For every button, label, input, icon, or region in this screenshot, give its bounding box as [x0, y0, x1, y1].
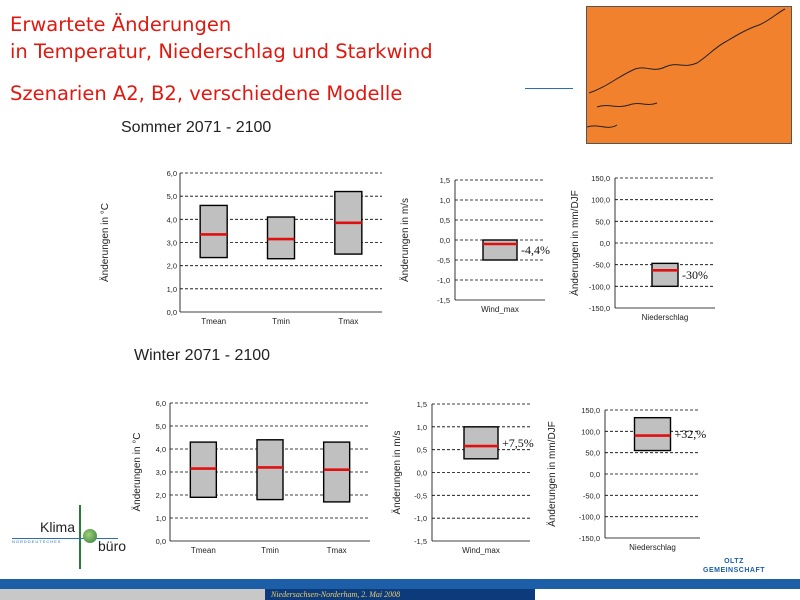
y-tick-label: -50,0: [593, 261, 610, 270]
y-tick-label: -50,0: [583, 491, 600, 500]
title-divider: [525, 88, 573, 89]
title-line-2: in Temperatur, Niederschlag und Starkwin…: [10, 40, 433, 63]
x-category-label: Tmax: [327, 546, 347, 555]
y-tick-label: 0,5: [440, 216, 450, 225]
y-tick-label: -1,0: [414, 514, 427, 523]
logo-word-klima: Klima: [40, 519, 76, 535]
box-tmean: [199, 204, 228, 259]
y-axis-label: Änderungen in °C: [131, 432, 143, 511]
box-tmin: [256, 439, 284, 501]
y-tick-label: 150,0: [581, 406, 600, 415]
x-category-label: Tmax: [338, 317, 358, 326]
y-tick-label: -1,0: [437, 276, 450, 285]
y-tick-label: 100,0: [591, 196, 610, 205]
y-tick-label: 50,0: [595, 217, 610, 226]
footer-bar: [0, 579, 800, 589]
footer-text: Niedersachsen-Norderham, 2. Mai 2008: [265, 589, 535, 600]
y-tick-label: 1,5: [440, 176, 450, 185]
y-tick-label: 0,0: [156, 537, 166, 546]
y-tick-label: 2,0: [156, 491, 166, 500]
y-tick-label: 100,0: [581, 427, 600, 436]
change-annotation: +7,5%: [502, 436, 534, 450]
y-tick-label: 50,0: [585, 449, 600, 458]
partner-logo: OLTZ GEMEINSCHAFT: [703, 557, 765, 575]
map-coastline: [586, 8, 786, 128]
change-annotation: -30%: [682, 268, 708, 282]
y-tick-label: -1,5: [414, 537, 427, 546]
title-line-3: Szenarien A2, B2, verschiedene Modelle: [10, 82, 403, 105]
y-tick-label: 0,0: [167, 308, 177, 317]
klimabuero-logo: Klima NORDDEUTSCHES büro: [10, 505, 126, 570]
y-axis-label: Änderungen in mm/DJF: [569, 190, 581, 296]
partner-line-2: GEMEINSCHAFT: [703, 567, 765, 574]
partner-line-1: OLTZ: [724, 558, 744, 565]
y-tick-label: 0,0: [440, 236, 450, 245]
logo-horizontal-line: [12, 538, 118, 539]
x-category-label: Wind_max: [481, 305, 519, 314]
y-tick-label: -150,0: [579, 534, 600, 543]
y-tick-label: 6,0: [156, 399, 166, 408]
logo-vertical-line: [79, 505, 81, 569]
region-map: [586, 6, 792, 144]
x-category-label: Niederschlag: [642, 313, 689, 322]
x-category-label: Wind_max: [462, 546, 500, 555]
y-tick-label: 2,0: [167, 262, 177, 271]
y-axis-label: Änderungen in °C: [99, 203, 111, 282]
y-tick-label: 5,0: [156, 422, 166, 431]
logo-word-buero: büro: [98, 538, 127, 554]
x-category-label: Tmean: [201, 317, 226, 326]
y-axis-label: Änderungen in mm/DJF: [546, 421, 558, 527]
y-tick-label: 0,5: [417, 446, 427, 455]
y-axis-label: Änderungen in m/s: [399, 198, 411, 282]
title-line-1: Erwartete Änderungen: [10, 13, 232, 36]
y-tick-label: 0,0: [417, 469, 427, 478]
y-tick-label: -0,5: [414, 491, 427, 500]
x-category-label: Tmean: [191, 546, 216, 555]
y-tick-label: -0,5: [437, 256, 450, 265]
box-niederschlag: [633, 416, 672, 452]
globe-icon: [83, 529, 97, 543]
box-wind_max: [463, 426, 499, 460]
y-tick-label: 1,0: [156, 514, 166, 523]
box-tmax: [322, 441, 351, 503]
logo-subtitle: NORDDEUTSCHES: [12, 539, 62, 544]
y-tick-label: -1,5: [437, 296, 450, 305]
change-annotation: -4,4%: [521, 243, 550, 257]
y-tick-label: 3,0: [167, 239, 177, 248]
footer-grey-strip: [0, 589, 265, 600]
y-tick-label: 1,5: [417, 400, 427, 409]
y-tick-label: 0,0: [590, 470, 600, 479]
y-axis-label: Änderungen in m/s: [391, 431, 403, 515]
x-category-label: Tmin: [272, 317, 290, 326]
y-tick-label: 1,0: [417, 423, 427, 432]
winter-heading: Winter 2071 - 2100: [134, 347, 271, 364]
y-tick-label: -150,0: [589, 304, 610, 313]
summer-heading: Sommer 2071 - 2100: [121, 119, 272, 136]
x-category-label: Niederschlag: [629, 543, 676, 552]
y-tick-label: 0,0: [600, 239, 610, 248]
change-annotation: +32,%: [675, 427, 707, 441]
y-tick-label: -100,0: [589, 282, 610, 291]
y-tick-label: 1,0: [440, 196, 450, 205]
box-niederschlag: [651, 262, 679, 288]
y-tick-label: 6,0: [167, 169, 177, 178]
y-tick-label: 3,0: [156, 468, 166, 477]
y-tick-label: -100,0: [579, 513, 600, 522]
y-tick-label: 5,0: [167, 192, 177, 201]
y-tick-label: 1,0: [167, 285, 177, 294]
y-tick-label: 4,0: [156, 445, 166, 454]
y-tick-label: 150,0: [591, 174, 610, 183]
x-category-label: Tmin: [261, 546, 279, 555]
y-tick-label: 4,0: [167, 215, 177, 224]
